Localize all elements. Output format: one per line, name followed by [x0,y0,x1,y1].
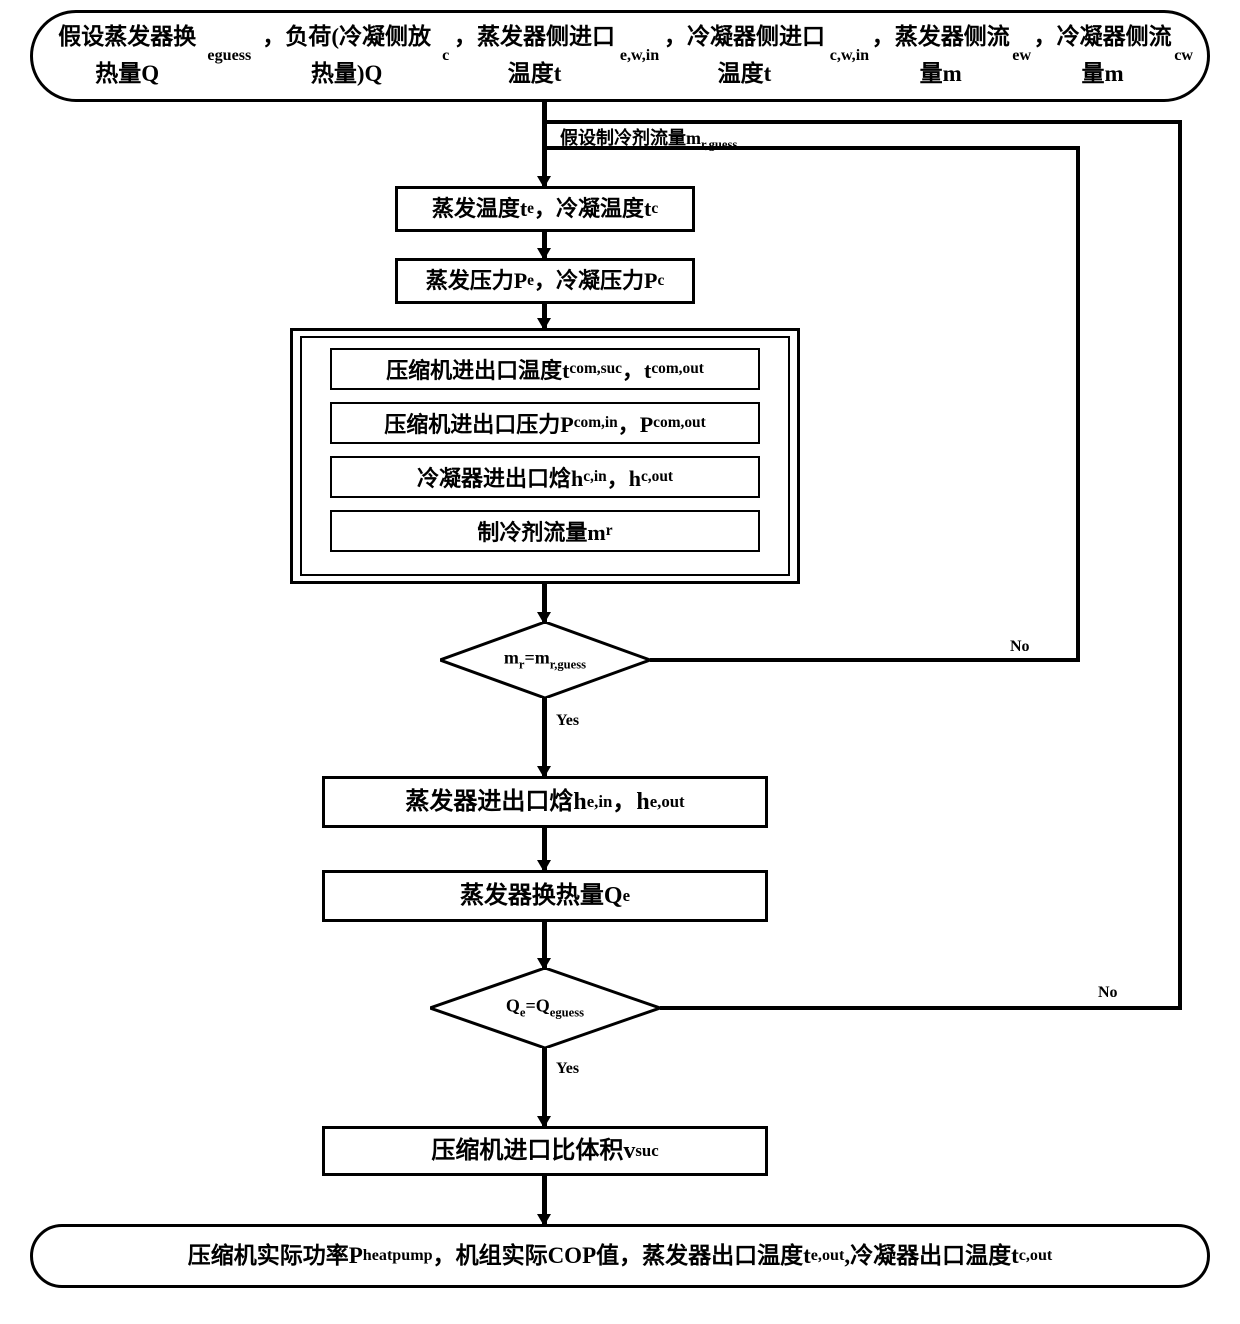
label-qe-no: No [1098,984,1118,1002]
arrowhead-icon [537,248,551,260]
start-terminator: 假设蒸发器换热量Qeguess，负荷(冷凝侧放热量)Qc，蒸发器侧进口温度te,… [30,10,1210,102]
edge [660,1006,1182,1010]
edge [1178,120,1182,1010]
label-mr-yes: Yes [556,712,579,730]
end-terminator: 压缩机实际功率Pheatpump，机组实际COP值，蒸发器出口温度te,out,… [30,1224,1210,1288]
evap-enthalpy-box: 蒸发器进出口焓he,in，he,out [322,776,768,828]
edge [1076,146,1080,662]
decision-qe-label: Qe=Qeguess [506,996,584,1021]
label-mr-no: No [1010,638,1030,656]
arrowhead-icon [537,766,551,778]
edge [650,658,1080,662]
arrowhead-icon [537,318,551,330]
label-assume-mr: 假设制冷剂流量mr,guess [560,124,737,153]
arrowhead-icon [537,860,551,872]
arrowhead-icon [537,176,551,188]
sub-comp-temp: 压缩机进出口温度tcom,suc，tcom,out [330,348,760,390]
sub-cond-enth: 冷凝器进出口焓hc,in，hc,out [330,456,760,498]
arrowhead-icon [537,1116,551,1128]
evap-q-box: 蒸发器换热量Qe [322,870,768,922]
sub-mr: 制冷剂流量mr [330,510,760,552]
evap-cond-press-box: 蒸发压力Pe，冷凝压力Pc [395,258,695,304]
label-qe-yes: Yes [556,1060,579,1078]
evap-cond-temp-box: 蒸发温度te，冷凝温度tc [395,186,695,232]
arrowhead-icon [537,1214,551,1226]
arrowhead-icon [537,612,551,624]
sub-comp-press: 压缩机进出口压力Pcom,in，Pcom,out [330,402,760,444]
decision-mr-label: mr=mr,guess [504,648,586,673]
vsuc-box: 压缩机进口比体积vsuc [322,1126,768,1176]
arrowhead-icon [537,958,551,970]
